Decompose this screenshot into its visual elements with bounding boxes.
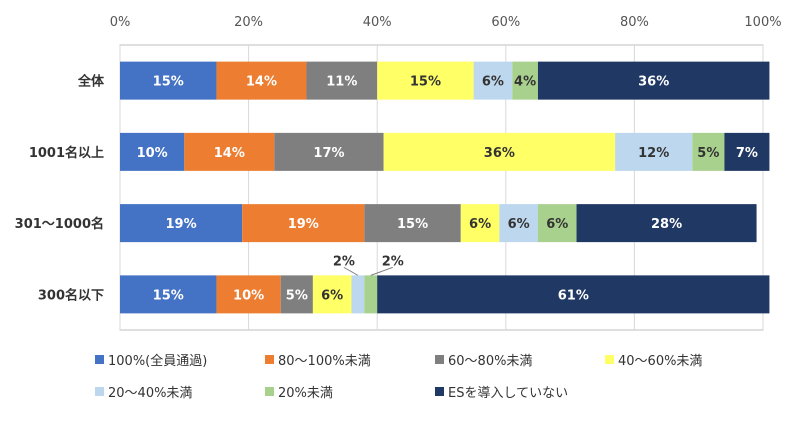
data-label: 6% [321, 288, 343, 303]
data-label: 15% [410, 75, 441, 90]
legend-swatch [265, 387, 274, 396]
bar-segment [537, 61, 770, 100]
data-label: 14% [214, 146, 245, 161]
bar-segment [377, 275, 770, 314]
data-label: 15% [153, 288, 184, 303]
data-label: 36% [484, 146, 515, 161]
bar-segment [377, 61, 474, 100]
x-tick-label: 80% [620, 15, 649, 30]
data-label: 7% [736, 146, 758, 161]
leader-line [343, 266, 359, 276]
data-label: 15% [153, 75, 184, 90]
data-label: 2% [333, 254, 355, 269]
data-label: 11% [326, 75, 357, 90]
legend-swatch [95, 387, 104, 396]
data-label: 5% [286, 288, 308, 303]
bar-segment [576, 204, 757, 243]
bar-segment [120, 204, 243, 243]
bar-segment [537, 204, 577, 243]
legend-item: 60～80%未満 [435, 350, 532, 369]
bar-segment [184, 132, 275, 171]
data-label: 6% [546, 217, 568, 232]
data-label: 6% [482, 75, 504, 90]
bar-segment [120, 132, 185, 171]
stacked-bar-chart: 0% 20% 40% 60% 80% 100% 全体 15% 14% 11% 15% 6% 4% 36% 1… [15, 15, 782, 331]
legend-label: 60～80%未満 [448, 354, 533, 369]
x-tick-label: 20% [234, 15, 263, 30]
bar-segment [383, 132, 616, 171]
bar-segment [306, 61, 378, 100]
data-label: 5% [697, 146, 719, 161]
bar-segment [242, 204, 365, 243]
bar-segment [274, 132, 384, 171]
bar-segment [280, 275, 313, 314]
legend-swatch [435, 355, 444, 364]
legend-item: 40～60%未満 [605, 350, 702, 369]
bar-segment [460, 204, 500, 243]
bar-segment [615, 132, 693, 171]
legend-item: ESを導入していない [435, 382, 568, 401]
data-label: 12% [638, 146, 669, 161]
bar-segment [364, 275, 378, 314]
legend-item: 20～40%未満 [95, 382, 192, 401]
bar-segment [499, 204, 538, 243]
bar-segment [724, 132, 770, 171]
data-label: 17% [313, 146, 344, 161]
x-tick-label: 0% [110, 15, 131, 30]
data-label: 10% [137, 146, 168, 161]
data-label: 19% [288, 217, 319, 232]
x-tick-label: 60% [491, 15, 520, 30]
legend-item: 20%未満 [265, 382, 333, 401]
legend-swatch [605, 355, 614, 364]
bar-segment [120, 61, 217, 100]
bar-segment [312, 275, 352, 314]
leader-line [370, 266, 393, 276]
bar-segment [473, 61, 513, 100]
data-label: 36% [638, 75, 669, 90]
category-label: 301～1000名 [15, 216, 104, 232]
bar-segment [216, 275, 281, 314]
data-label: 61% [558, 288, 589, 303]
legend-item: 100%(全員通過) [95, 350, 207, 369]
bar-segment [364, 204, 461, 243]
bar-segment [216, 61, 307, 100]
category-label: 全体 [77, 74, 105, 90]
data-label: 4% [514, 75, 536, 90]
legend-swatch [435, 387, 444, 396]
legend-swatch [95, 355, 104, 364]
data-label: 14% [246, 75, 277, 90]
bar-segment [351, 275, 365, 314]
bar-segment [512, 61, 538, 100]
legend-label: 100%(全員通過) [108, 354, 208, 369]
legend-label: 40～60%未満 [618, 354, 703, 369]
data-label: 19% [166, 217, 197, 232]
legend-item: 80～100%未満 [265, 350, 371, 369]
data-label: 6% [508, 217, 530, 232]
category-label: 1001名以上 [29, 145, 104, 161]
data-label: 6% [469, 217, 491, 232]
legend-label: 20～40%未満 [108, 386, 193, 401]
legend-swatch [265, 355, 274, 364]
x-tick-label: 40% [363, 15, 392, 30]
data-label: 28% [651, 217, 682, 232]
legend-label: 20%未満 [278, 386, 333, 401]
data-label: 10% [233, 288, 264, 303]
legend-label: 80～100%未満 [278, 354, 371, 369]
bar-segment [120, 275, 217, 314]
bar-segment [692, 132, 725, 171]
x-tick-label: 100% [744, 15, 781, 30]
data-label: 15% [397, 217, 428, 232]
data-label: 2% [382, 254, 404, 269]
legend-label: ESを導入していない [448, 386, 569, 401]
category-label: 300名以下 [38, 287, 104, 303]
